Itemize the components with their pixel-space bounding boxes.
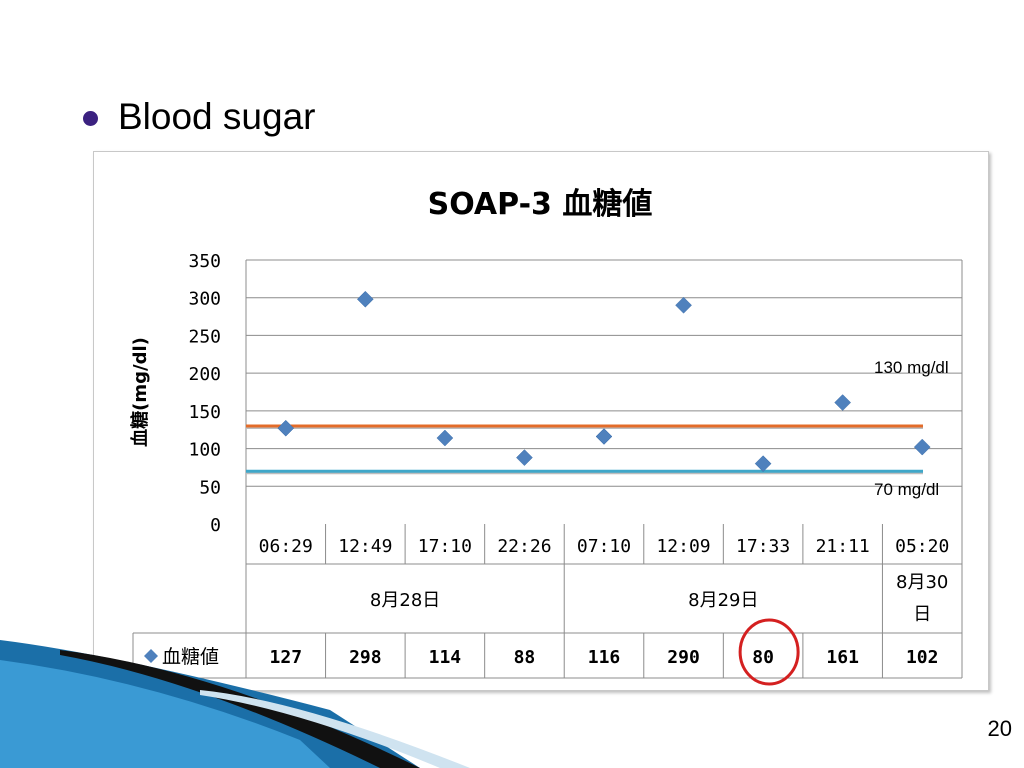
date-group-label: 8月28日 — [370, 590, 440, 611]
data-point — [516, 449, 533, 466]
legend-key-label: 血糖値 — [162, 646, 219, 668]
time-label: 21:11 — [816, 536, 870, 557]
highlight-circle — [738, 618, 800, 686]
swoosh-dark — [60, 650, 420, 768]
value-label: 114 — [429, 647, 462, 668]
swoosh-light — [0, 660, 330, 768]
time-label: 12:49 — [338, 536, 392, 557]
data-point — [834, 394, 852, 411]
time-label: 05:20 — [895, 536, 949, 557]
data-point — [754, 455, 772, 473]
data-point — [277, 419, 295, 437]
value-label: 161 — [826, 647, 859, 668]
y-tick-label: 200 — [188, 364, 221, 385]
value-label: 298 — [349, 647, 382, 668]
value-label: 116 — [588, 647, 621, 668]
y-tick-label: 50 — [199, 477, 221, 498]
chart-title: SOAP-3 血糖値 — [428, 187, 653, 222]
value-label: 80 — [752, 647, 774, 668]
y-tick-label: 250 — [188, 326, 221, 347]
time-label: 17:33 — [736, 536, 790, 557]
chart-frame — [93, 151, 989, 691]
value-label: 127 — [270, 647, 303, 668]
reference-lines — [246, 424, 923, 475]
data-points — [277, 290, 931, 473]
time-label: 06:29 — [259, 536, 313, 557]
lower-threshold-label: 70 mg/dl — [874, 480, 939, 499]
time-label: 17:10 — [418, 536, 472, 557]
slide-heading: Blood sugar — [118, 96, 316, 137]
page-number: 20 — [987, 716, 1012, 741]
bullet-dot — [83, 111, 98, 126]
legend-key-marker — [144, 649, 158, 663]
date-group-label: 8月29日 — [688, 590, 758, 611]
time-label: 22:26 — [497, 536, 551, 557]
y-tick-label: 100 — [188, 440, 221, 461]
time-label: 07:10 — [577, 536, 631, 557]
upper-threshold-label: 130 mg/dl — [874, 358, 949, 377]
y-tick-label: 300 — [188, 289, 221, 310]
y-tick-label: 350 — [188, 251, 221, 272]
data-point — [913, 438, 931, 456]
grid-lines — [245, 259, 962, 524]
y-tick-labels: 0 50 100 150 200 250 300 350 — [188, 251, 221, 536]
data-table: 06:29 12:49 17:10 22:26 07:10 12:09 17:33 21:11… — [132, 260, 963, 686]
value-label: 290 — [667, 647, 700, 668]
y-axis-label: 血糖(mg/dl) — [129, 337, 151, 447]
time-label: 12:09 — [656, 536, 710, 557]
data-point — [675, 296, 692, 314]
value-label: 88 — [514, 647, 536, 668]
date-group-label-cont: 日 — [913, 604, 931, 625]
date-group-label: 8月30 — [896, 572, 948, 593]
y-tick-label: 150 — [188, 402, 221, 423]
data-point — [436, 429, 454, 447]
swoosh-pale — [200, 690, 470, 768]
value-label: 102 — [906, 647, 939, 668]
y-tick-label: 0 — [210, 515, 221, 536]
data-point — [356, 290, 374, 308]
data-point — [595, 428, 613, 445]
